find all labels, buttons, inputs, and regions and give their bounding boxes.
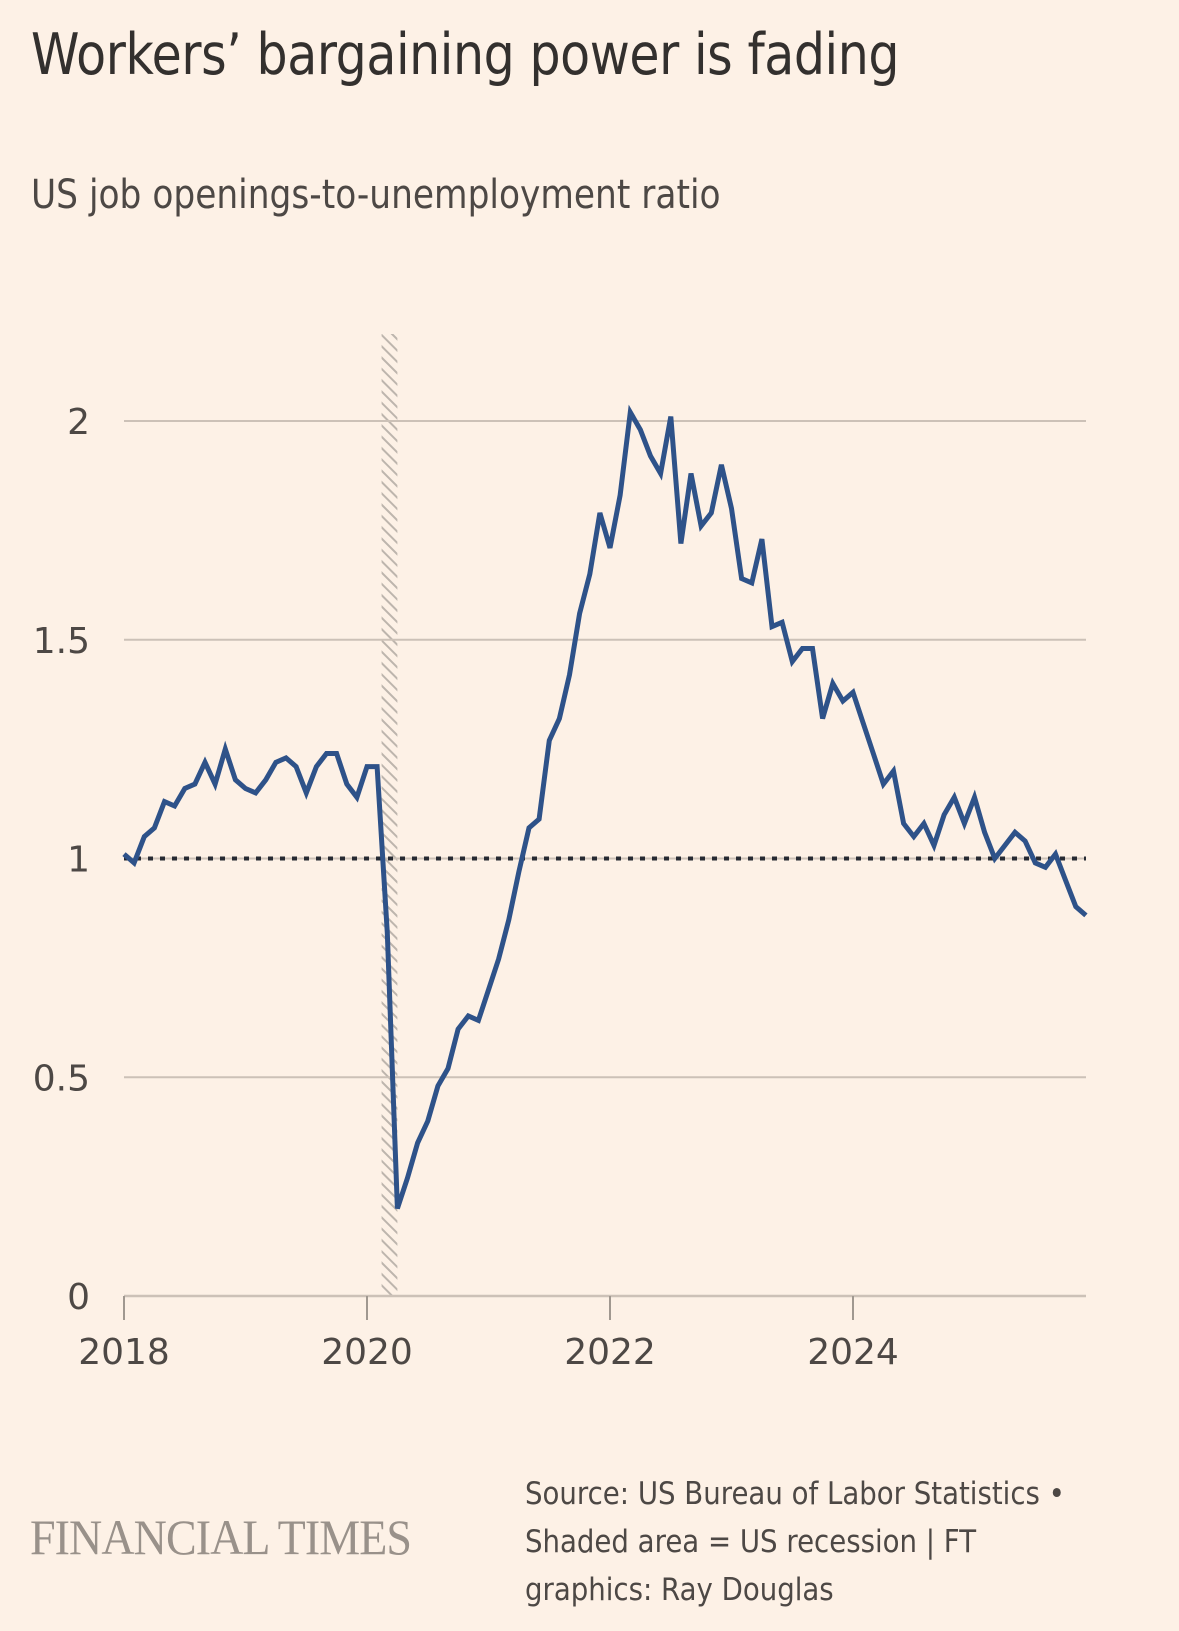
x-tick-label: 2020 <box>321 1332 413 1373</box>
chart-title: Workers’ bargaining power is fading <box>31 22 900 88</box>
y-tick-label: 2 <box>67 402 90 443</box>
y-tick-label: 1 <box>67 840 90 881</box>
line-chart: 0 0.5 1 1.5 2 2018 2020 2022 2024 <box>33 334 1088 1373</box>
chart-subtitle: US job openings-to-unemployment ratio <box>31 172 721 218</box>
grid-layer <box>124 420 1086 1079</box>
x-tick-label: 2022 <box>564 1332 656 1373</box>
x-axis <box>123 1294 1086 1320</box>
x-tick-label: 2024 <box>807 1332 899 1373</box>
series-line <box>122 404 1088 1210</box>
y-tick-label: 1.5 <box>33 621 90 662</box>
x-tick-label: 2018 <box>78 1332 170 1373</box>
tick-label-layer: 0 0.5 1 1.5 2 2018 2020 2022 2024 <box>33 402 899 1373</box>
source-line-2: Shaded area = US recession | FT <box>525 1524 977 1560</box>
y-tick-label: 0.5 <box>33 1058 90 1099</box>
source-note: Source: US Bureau of Labor Statistics • … <box>525 1470 1095 1614</box>
source-line-1: Source: US Bureau of Labor Statistics • <box>525 1476 1065 1512</box>
source-line-3: graphics: Ray Douglas <box>525 1572 834 1608</box>
series-layer <box>122 404 1088 1210</box>
ft-logo: FINANCIAL TIMES <box>30 1509 412 1565</box>
y-tick-label: 0 <box>67 1277 90 1318</box>
